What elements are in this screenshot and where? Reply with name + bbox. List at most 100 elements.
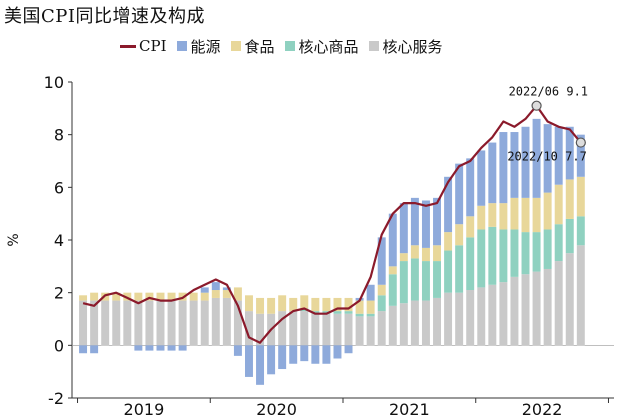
legend-swatch	[284, 41, 295, 51]
bar-核心商品-2021-03	[366, 313, 375, 317]
bar-能源-2022-01	[477, 150, 486, 206]
legend-item-1: 能源	[176, 36, 221, 57]
bar-核心服务-2019-01	[79, 300, 88, 346]
y-tick-label: 10	[44, 73, 64, 92]
bar-核心商品-2020-11	[322, 311, 331, 314]
bar-核心服务-2020-11	[322, 313, 331, 346]
bar-核心商品-2022-03	[499, 229, 508, 283]
bar-能源-2022-10	[576, 134, 585, 177]
bar-核心服务-2021-01	[344, 313, 353, 346]
bar-食品-2021-02	[355, 300, 364, 314]
bar-食品-2021-12	[466, 216, 475, 238]
y-tick-label: 0	[54, 336, 64, 355]
bar-食品-2020-06	[267, 297, 276, 314]
bar-核心商品-2021-04	[377, 295, 386, 312]
bar-食品-2020-10	[311, 297, 320, 312]
bar-核心商品-2021-06	[399, 261, 408, 304]
bar-核心商品-2021-02	[355, 313, 364, 317]
bar-能源-2021-09	[433, 197, 442, 246]
bar-食品-2020-05	[256, 297, 265, 314]
bar-能源-2021-11	[455, 163, 464, 225]
bar-核心服务-2019-05	[123, 300, 132, 346]
bar-食品-2020-12	[333, 297, 342, 312]
bar-食品-2019-08	[156, 292, 165, 301]
bar-核心服务-2021-08	[421, 300, 430, 346]
y-tick-label: 8	[54, 126, 64, 145]
bar-核心服务-2021-02	[355, 316, 364, 346]
legend-swatch	[120, 44, 136, 48]
bar-食品-2022-10	[576, 176, 585, 217]
bar-食品-2021-01	[344, 297, 353, 312]
bar-核心服务-2021-03	[366, 316, 375, 346]
bar-核心服务-2022-05	[521, 274, 530, 346]
bar-食品-2020-07	[278, 295, 287, 312]
bar-核心商品-2020-12	[333, 311, 342, 314]
legend-item-4: 核心服务	[368, 36, 443, 57]
bar-能源-2019-10	[178, 345, 187, 351]
legend-swatch	[176, 41, 187, 51]
bar-核心商品-2022-02	[488, 226, 497, 285]
bar-能源-2020-01	[211, 282, 220, 291]
legend-label: 核心服务	[382, 37, 443, 56]
cpi-line	[82, 104, 582, 344]
bar-核心服务-2020-10	[311, 313, 320, 346]
bar-食品-2021-09	[433, 245, 442, 262]
bar-食品-2019-01	[79, 295, 88, 301]
bar-食品-2020-02	[222, 290, 231, 298]
bar-核心服务-2020-02	[222, 297, 231, 346]
bar-核心商品-2022-07	[543, 229, 552, 269]
bar-核心商品-2020-09	[300, 308, 309, 312]
bar-食品-2019-06	[134, 292, 143, 301]
bar-核心服务-2022-04	[510, 276, 519, 346]
bar-核心商品-2021-07	[410, 258, 419, 301]
bar-核心商品-2022-01	[477, 229, 486, 288]
bar-能源-2021-07	[410, 197, 419, 246]
bar-核心服务-2019-12	[200, 300, 209, 346]
bar-能源-2020-10	[311, 345, 320, 364]
bar-能源-2019-12	[200, 287, 209, 293]
bar-能源-2022-03	[499, 132, 508, 204]
bar-能源-2021-01	[344, 345, 353, 354]
bar-能源-2022-05	[521, 126, 530, 198]
bar-能源-2022-02	[488, 142, 497, 204]
bar-核心服务-2020-01	[211, 297, 220, 346]
bar-食品-2019-11	[189, 292, 198, 301]
x-tick-label: 2021	[389, 400, 430, 417]
bar-核心服务-2022-08	[554, 261, 563, 346]
bar-能源-2020-11	[322, 345, 331, 364]
bar-食品-2019-07	[145, 292, 154, 301]
legend-label: 能源	[190, 37, 221, 56]
legend-item-0: CPI	[120, 37, 167, 55]
bar-核心商品-2022-04	[510, 229, 519, 277]
bar-食品-2022-07	[543, 192, 552, 230]
legend-label: CPI	[139, 37, 167, 55]
annotation-label: 2022/10 7.7	[507, 150, 586, 164]
bar-核心服务-2021-05	[388, 305, 397, 346]
bar-核心商品-2021-01	[344, 311, 353, 314]
bar-核心服务-2019-09	[167, 300, 176, 346]
bar-核心服务-2021-10	[444, 292, 453, 346]
bar-食品-2021-03	[366, 300, 375, 314]
bar-能源-2021-12	[466, 158, 475, 217]
bar-能源-2020-04	[244, 345, 253, 377]
bar-核心服务-2021-04	[377, 311, 386, 346]
bar-核心服务-2022-02	[488, 284, 497, 346]
bar-核心商品-2022-10	[576, 216, 585, 246]
bar-食品-2020-11	[322, 297, 331, 312]
legend-label: 核心商品	[298, 37, 359, 56]
y-axis-label: %	[6, 233, 22, 246]
bar-能源-2022-04	[510, 132, 519, 198]
bar-核心服务-2019-03	[101, 300, 110, 346]
bar-核心商品-2022-05	[521, 232, 530, 275]
bar-核心服务-2022-09	[565, 253, 574, 346]
x-tick-label: 2019	[124, 400, 165, 417]
bar-食品-2019-02	[90, 292, 99, 301]
bar-核心服务-2021-09	[433, 297, 442, 346]
bar-能源-2019-02	[90, 345, 99, 354]
bar-能源-2019-06	[134, 345, 143, 351]
bar-核心商品-2022-06	[532, 232, 541, 272]
bar-食品-2021-05	[388, 266, 397, 275]
bar-食品-2021-10	[444, 232, 453, 251]
bar-能源-2020-06	[267, 345, 276, 375]
